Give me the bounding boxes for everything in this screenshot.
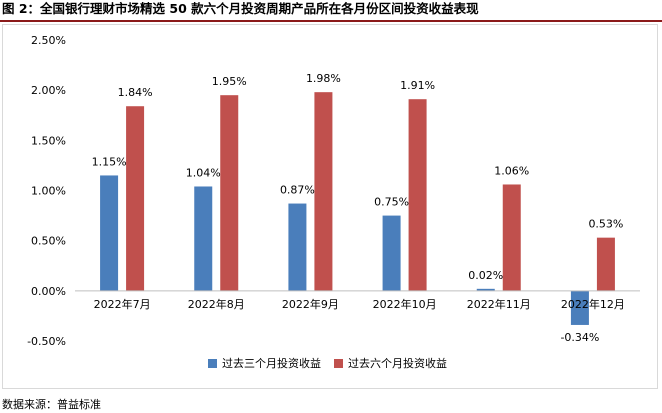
data-label: 1.95% (212, 75, 247, 88)
data-label: -0.34% (560, 331, 599, 344)
data-label: 1.06% (494, 164, 529, 177)
bar-6-month (314, 92, 333, 291)
data-label: 1.84% (118, 86, 153, 99)
y-tick-label: 0.00% (31, 285, 66, 298)
y-tick-label: 0.50% (31, 235, 66, 248)
data-label: 1.98% (306, 72, 341, 85)
bar-3-month (194, 186, 213, 291)
x-tick-label: 2022年12月 (561, 297, 625, 311)
data-labels: 1.15% 1.04% 0.87% 0.75% 0.02% -0.34% 1.84% 1.95… (92, 72, 624, 344)
x-tick-label: 2022年9月 (282, 297, 339, 311)
title-divider (0, 20, 662, 22)
data-label: 0.53% (588, 218, 623, 231)
data-label: 1.15% (92, 155, 127, 168)
legend-label: 过去六个月投资收益 (348, 356, 447, 370)
x-tick-label: 2022年10月 (373, 297, 437, 311)
x-tick-label: 2022年11月 (467, 297, 531, 311)
chart-frame (2, 24, 658, 389)
y-tick-label: 1.50% (31, 134, 66, 147)
figure-title: 图 2：全国银行理财市场精选 50 款六个月投资周期产品所在各月份区间投资收益表… (2, 1, 479, 16)
legend-swatch-3-month (208, 359, 217, 368)
bars (100, 92, 615, 325)
x-tick-label: 2022年8月 (188, 297, 245, 311)
bar-6-month (220, 95, 239, 291)
source-value: 普益标准 (57, 398, 101, 411)
data-label: 1.91% (400, 79, 435, 92)
data-label: 0.02% (468, 269, 503, 282)
bar-3-month (100, 175, 119, 291)
bar-3-month (476, 288, 495, 291)
bar-6-month (408, 99, 427, 291)
bar-6-month (126, 106, 145, 291)
bar-3-month (570, 290, 589, 325)
source-label: 数据来源： (2, 398, 57, 411)
y-tick-label: 2.50% (31, 34, 66, 47)
y-tick-label: 1.00% (31, 185, 66, 198)
bar-3-month (382, 215, 401, 291)
x-tick-label: 2022年7月 (94, 297, 151, 311)
y-axis: -0.50% 0.00% 0.50% 1.00% 1.50% 2.00% 2.50% (27, 34, 66, 348)
bar-6-month (596, 237, 615, 291)
legend: 过去三个月投资收益 过去六个月投资收益 (208, 356, 447, 370)
bar-6-month (502, 184, 521, 291)
bar-3-month (288, 203, 307, 291)
legend-swatch-6-month (334, 359, 343, 368)
source-note: 数据来源：普益标准 (2, 396, 101, 412)
data-label: 0.87% (280, 184, 315, 197)
y-tick-label: -0.50% (27, 335, 66, 348)
data-label: 1.04% (186, 166, 221, 179)
bar-chart: -0.50% 0.00% 0.50% 1.00% 1.50% 2.00% 2.50% 202… (27, 34, 640, 370)
data-label: 0.75% (374, 196, 409, 209)
legend-label: 过去三个月投资收益 (222, 356, 321, 370)
y-tick-label: 2.00% (31, 84, 66, 97)
x-axis-labels: 2022年7月 2022年8月 2022年9月 2022年10月 2022年11月 202… (94, 297, 625, 311)
